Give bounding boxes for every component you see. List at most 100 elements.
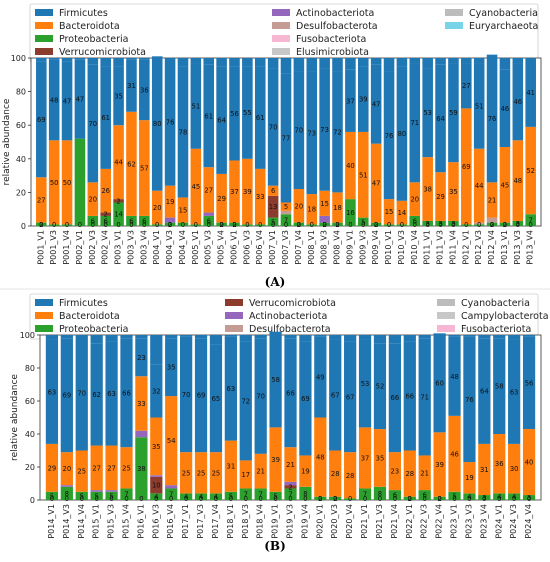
bar-stack-p024-v3: 4 30 63 0 [508,335,521,503]
bar-proteobacteria [448,491,461,500]
bar-remainder [370,58,382,65]
data-label-proteobacteria: 38 [137,465,146,473]
bar-remainder [113,58,124,67]
data-label-proteobacteria: 3 [482,494,486,502]
bar-stack-p022-v1: 2 28 66 0 [403,335,416,503]
bar-bacteroidota [120,447,133,489]
bar-bacteroidota [293,189,305,223]
bar-stack-p020-v3: 2 28 67 0 [329,335,342,503]
data-label-zero: 0 [503,221,507,229]
x-tick-label: P023_V1 [450,504,459,539]
data-label-bacteroidota: 25 [122,464,131,472]
data-label-firmicutes: 76 [166,118,175,126]
data-label-zero: 0 [400,221,404,229]
x-tick-label: P006_V1 [229,230,238,265]
bar-remainder [45,335,59,340]
bar-stack-p017-v4: 4 25 65 0 [209,335,223,503]
data-label-firmicutes: 78 [179,128,188,136]
data-label-bacteroidota: 20 [153,204,162,212]
bar-firmicutes [461,63,472,109]
bar-proteobacteria [45,491,59,500]
data-label-bacteroidota: 15 [385,208,394,216]
legend-label-bacteroidota: Bacteroidota [59,311,120,322]
bar-firmicutes [139,59,150,121]
x-tick-label: P019_V1 [271,504,280,539]
bar-labels: 4 19 76 0 [465,396,474,503]
x-tick-label: P014_V4 [77,504,86,539]
data-label-firmicutes: 58 [271,376,280,384]
data-label-zero: 0 [288,495,292,503]
x-tick-label: P018_V3 [241,504,250,539]
data-label-bacteroidota: 44 [475,182,484,190]
data-label-zero: 0 [80,495,84,503]
bar-proteobacteria [332,222,343,226]
bar-remainder [61,58,73,62]
legend-label-firmicutes: Firmicutes [59,8,108,19]
bar-stack-p002-v1: 47 0 [74,58,86,229]
bar-stack-p011-v1: 3 38 53 0 [422,58,433,229]
y-tick-label: 20 [25,463,35,472]
bar-remainder [306,58,318,72]
x-tick-label: P007_V4 [294,230,303,265]
bar-firmicutes [478,338,491,444]
bar-desulfobacterota [473,222,485,225]
data-label-firmicutes: 76 [385,132,394,140]
bar-firmicutes [409,63,421,183]
legend-label-actinobacteriota: Actinobacteriota [249,311,327,322]
bar-firmicutes [358,339,372,428]
bar-firmicutes [344,341,357,453]
bar-remainder [126,58,137,60]
x-tick-label: P005_V4 [217,230,226,265]
bar-remainder [216,58,227,67]
bar-remainder [463,335,476,337]
bar-firmicutes [254,66,266,169]
data-label-zero: 0 [129,221,133,229]
x-tick-label: P024_V4 [524,504,533,539]
bar-bacteroidota [522,429,536,496]
x-tick-label: P008_V1 [307,230,316,265]
bar-stack-p021-v3: 8 35 52 0 [373,335,387,503]
legend-swatch-fusobacteriota [272,35,290,42]
data-label-firmicutes: 47 [372,101,381,109]
bar-labels: 3 48 46 0 [513,98,522,229]
x-tick-label: P001_V3 [49,230,58,265]
data-label-firmicutes: 70 [77,389,86,397]
bar-actinobacteriota [164,217,176,223]
bar-proteobacteria [357,217,369,226]
bar-bacteroidota [478,443,491,496]
legend-swatch-firmicutes [35,299,53,306]
bar-stack-p019-v4: 8 19 69 0 [299,335,312,503]
bar-stack-p019-v1: 5 39 58 0 [269,331,282,503]
bar-bacteroidota [269,427,282,492]
bar-bacteroidota [357,131,369,218]
bar-proteobacteria [239,488,252,500]
bar-labels: 7 52 41 0 [526,89,535,229]
bar-remainder [105,335,118,342]
data-label-proteobacteria: 2 [232,221,236,229]
data-label-bacteroidota: 27 [107,464,116,472]
data-label-proteobacteria: 2 [168,221,172,229]
bar-labels: 69 27 0 [462,82,471,229]
bar-proteobacteria [87,215,99,226]
data-label-firmicutes: 56 [525,379,534,387]
data-label-firmicutes: 48 [50,97,59,105]
data-label-bacteroidota: 35 [376,454,385,462]
x-tick-label: P013_V1 [500,230,509,265]
bar-proteobacteria [100,215,111,226]
data-label-zero: 0 [529,221,533,229]
bar-bacteroidota [388,452,401,491]
bar-proteobacteria [194,493,208,500]
bar-labels: 6 57 36 0 [140,86,149,229]
bar-bacteroidota [344,452,357,499]
bar-remainder [267,58,279,69]
bar-labels: 33 61 0 [256,114,265,229]
legend-swatch-elusimicrobiota [272,48,290,55]
bar-labels: 6 62 31 0 [127,82,136,229]
data-label-proteobacteria: 6 [91,217,95,225]
legend-swatch-proteobacteria [35,325,53,332]
bar-labels: 18 73 0 [307,129,316,229]
bar-labels: 5 29 63 0 [48,388,57,503]
data-label-bacteroidota: 27 [37,196,46,204]
bar-firmicutes [45,339,59,444]
bar-labels: 3 40 56 0 [525,379,534,503]
